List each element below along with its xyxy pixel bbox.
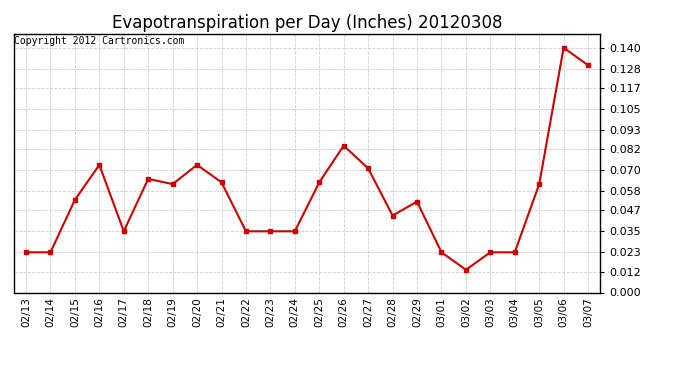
Title: Evapotranspiration per Day (Inches) 20120308: Evapotranspiration per Day (Inches) 2012… xyxy=(112,14,502,32)
Text: Copyright 2012 Cartronics.com: Copyright 2012 Cartronics.com xyxy=(14,36,185,46)
